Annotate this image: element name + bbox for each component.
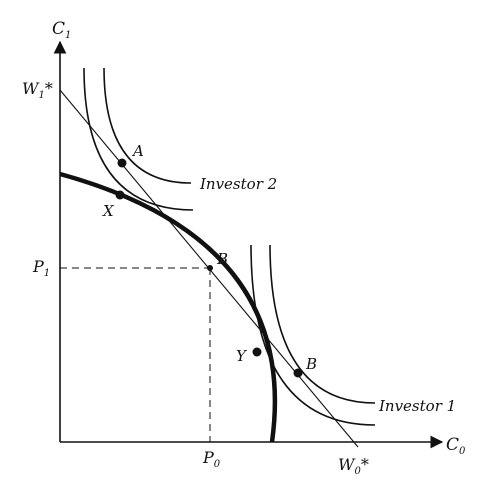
point-a — [117, 158, 127, 168]
point-b-investor1-label: B — [305, 355, 317, 373]
investor1-label: Investor 1 — [378, 397, 456, 415]
point-b-frontier — [207, 265, 213, 271]
investor1-low-indifference-curve — [250, 244, 376, 426]
investor2-label: Investor 2 — [199, 175, 277, 193]
w0-star-label: W0* — [338, 455, 369, 477]
w1-star-label: W1* — [22, 79, 53, 101]
p0-label: P0 — [202, 448, 221, 470]
c1-axis-label: C1 — [52, 19, 71, 41]
point-b-frontier-label: B — [216, 250, 228, 268]
investor2-high-indifference-curve — [103, 67, 192, 184]
investor2-low-indifference-curve — [83, 67, 194, 211]
point-y — [252, 347, 262, 357]
point-y-label: Y — [236, 347, 248, 365]
investor1-high-indifference-curve — [269, 244, 376, 404]
point-b-investor1 — [293, 368, 303, 378]
c0-axis-label: C0 — [446, 435, 466, 457]
point-x-label: X — [102, 202, 115, 220]
point-a-label: A — [131, 142, 144, 160]
point-x — [115, 190, 125, 200]
p1-label: P1 — [32, 257, 50, 279]
